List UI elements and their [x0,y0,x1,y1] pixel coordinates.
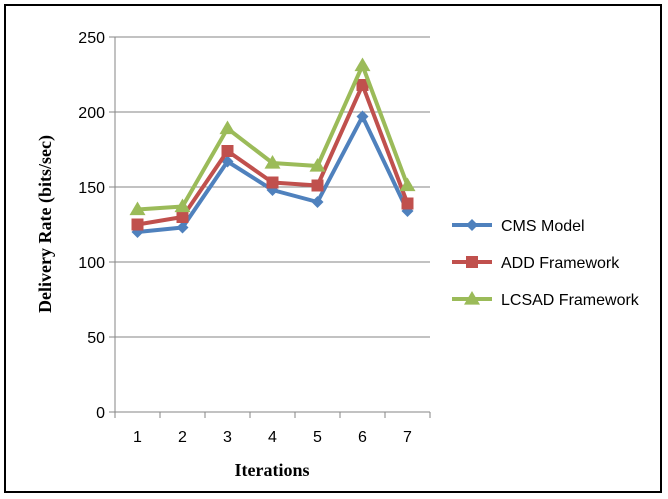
series-add-framework [131,79,414,231]
legend: CMS Model ADD Framework LCSAD Framework [452,218,640,309]
y-tick-label: 0 [96,405,105,422]
x-tick-label: 2 [178,429,187,446]
x-tick-label: 4 [268,429,277,446]
legend-marker [466,256,478,268]
data-point [176,221,189,234]
legend-label: CMS Model [501,218,585,235]
series-lcsad-framework [129,57,416,216]
data-point [311,196,324,208]
data-point [264,155,281,169]
y-tick-label: 200 [78,105,105,122]
data-point [309,158,326,172]
x-tick-label: 1 [133,429,142,446]
legend-label: ADD Framework [501,255,620,272]
data-point [131,218,144,231]
x-axis-label: Iterations [235,460,310,480]
data-point [129,201,146,216]
legend-label: LCSAD Framework [501,292,640,309]
data-point [356,110,369,123]
series-line [137,83,410,227]
x-tick-label: 3 [223,429,232,446]
data-point [401,197,414,210]
data-point [174,198,191,213]
legend-entry: CMS Model [452,218,585,235]
series-lines [129,57,416,238]
data-point [266,176,279,189]
data-point [356,79,369,91]
x-tick-label: 7 [403,429,412,446]
legend-entry: LCSAD Framework [452,291,640,309]
data-point [219,120,236,135]
data-point [176,211,189,223]
gridlines [115,36,430,338]
x-tick-label: 6 [358,429,367,446]
x-tick-label: 5 [313,429,322,446]
legend-marker [466,219,478,231]
data-point [399,177,416,192]
y-tick-label: 250 [78,30,105,47]
y-tick-label: 50 [87,330,105,347]
y-axis-label: Delivery Rate (bits/sec) [35,135,56,313]
legend-entry: ADD Framework [452,255,620,272]
data-point [221,145,234,157]
legend-marker [464,291,480,305]
y-tick-label: 150 [78,180,105,197]
y-tick-label: 100 [78,255,105,272]
data-point [354,57,371,72]
axes: 0 50 100 150 200 250 1 2 3 4 5 6 7 [78,30,431,446]
data-point [311,179,324,192]
